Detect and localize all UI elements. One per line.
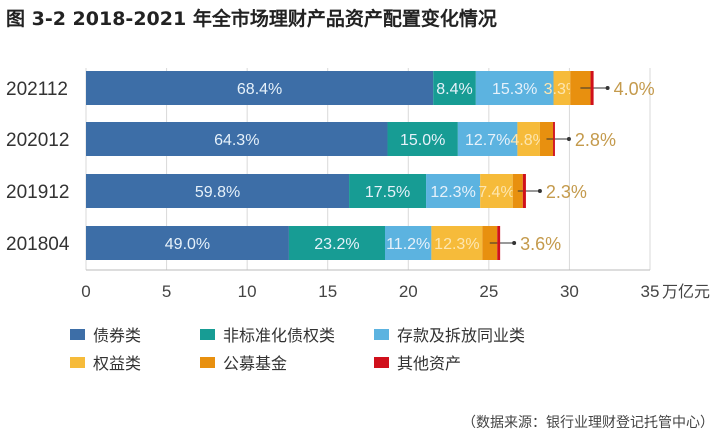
legend-item: 其他资产 — [374, 350, 461, 374]
legend-label: 公募基金 — [223, 354, 288, 373]
x-tick-label: 20 — [399, 282, 418, 301]
legend-item: 权益类 — [70, 350, 141, 374]
bar-segment — [387, 122, 458, 156]
bar-segment — [590, 71, 594, 105]
legend-label: 其他资产 — [397, 354, 462, 373]
data-label: 68.4% — [237, 81, 282, 98]
data-label: 12.7% — [465, 132, 510, 149]
legend-swatch — [70, 356, 85, 368]
x-tick-label: 35 — [641, 282, 660, 301]
data-label: 17.5% — [365, 184, 410, 201]
legend-swatch — [200, 328, 215, 340]
legend-item: 存款及拆放同业类 — [374, 322, 525, 346]
bar-segment — [517, 122, 540, 156]
legend-label: 债券类 — [93, 326, 142, 345]
bar-segment — [433, 71, 476, 105]
bar-segment — [86, 226, 289, 260]
legend-swatch — [200, 356, 215, 368]
data-label: 2.8% — [575, 130, 616, 150]
data-label: 59.8% — [195, 184, 240, 201]
data-label: 23.2% — [314, 236, 359, 253]
data-label: 12.3% — [430, 184, 475, 201]
callout-dot — [605, 86, 610, 90]
legend-item: 债券类 — [70, 322, 141, 346]
bar-segment — [86, 71, 434, 105]
legend-label: 存款及拆放同业类 — [397, 326, 526, 345]
legend-label: 权益类 — [93, 354, 142, 373]
bar-segment — [457, 122, 518, 156]
category-label: 201804 — [6, 234, 70, 255]
legend-swatch — [374, 328, 389, 340]
bar-segment — [86, 122, 388, 156]
bar-segment — [553, 122, 555, 156]
callout-dot — [537, 189, 542, 193]
bar-segment — [553, 71, 571, 105]
data-label: 49.0% — [165, 236, 210, 253]
x-unit-label: 万亿元 — [662, 282, 710, 301]
bar-segment — [480, 174, 513, 208]
x-tick-label: 30 — [560, 282, 579, 301]
x-tick-label: 0 — [81, 282, 90, 301]
data-label: 12.3% — [434, 236, 479, 253]
legend-swatch — [374, 356, 389, 368]
x-tick-label: 5 — [162, 282, 171, 301]
legend-item: 公募基金 — [200, 350, 287, 374]
legend-swatch — [70, 328, 85, 340]
bar-segment — [522, 174, 526, 208]
data-label: 8.4% — [436, 81, 472, 98]
bar-segment — [349, 174, 427, 208]
bar-segment — [288, 226, 386, 260]
data-label: 11.2% — [386, 236, 430, 253]
source-note: （数据来源：银行业理财登记托管中心） — [462, 415, 714, 431]
bar-segment — [385, 226, 432, 260]
bar-segment — [426, 174, 481, 208]
data-label: 4.8% — [510, 132, 546, 149]
data-label: 15.0% — [400, 132, 445, 149]
category-label: 202112 — [6, 79, 68, 100]
callout-dot — [512, 241, 517, 245]
legend-label: 非标准化债权类 — [223, 326, 336, 345]
category-label: 202012 — [6, 130, 69, 151]
data-label: 2.3% — [546, 182, 587, 202]
x-tick-label: 25 — [479, 282, 498, 301]
data-label: 15.3% — [492, 81, 537, 98]
bar-segment — [431, 226, 483, 260]
data-label: 64.3% — [214, 132, 259, 149]
callout-dot — [566, 137, 571, 141]
legend-item: 非标准化债权类 — [200, 322, 335, 346]
bar-segment — [475, 71, 554, 105]
bar-segment — [86, 174, 350, 208]
x-tick-label: 10 — [238, 282, 257, 301]
data-label: 4.0% — [614, 79, 655, 99]
x-tick-label: 15 — [318, 282, 337, 301]
bar-segment — [497, 226, 501, 260]
data-label: 3.6% — [520, 234, 561, 254]
chart-title: 图 3-2 2018-2021 年全市场理财产品资产配置变化情况 — [6, 8, 497, 30]
data-label: 7.4% — [478, 184, 514, 201]
category-label: 201912 — [6, 182, 69, 203]
